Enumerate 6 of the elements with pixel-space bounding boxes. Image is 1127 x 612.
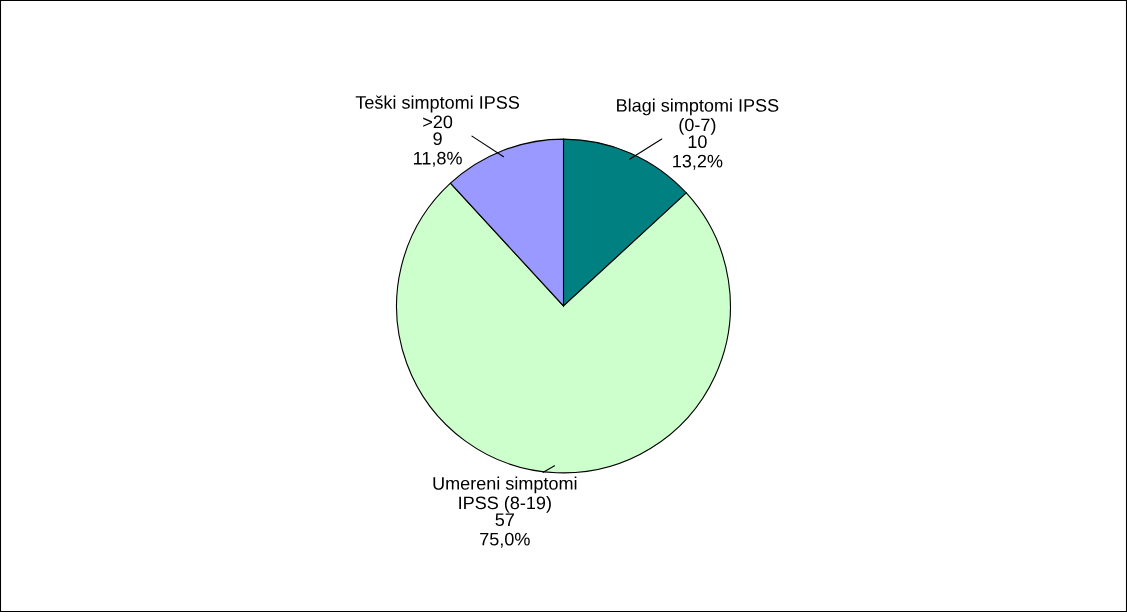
slice-label: Teški simptomi IPSS >20 (355, 95, 520, 129)
slice-label: Blagi simptomi IPSS (0-7) (617, 98, 779, 135)
data-label: 10 13,2% (673, 135, 723, 170)
slice-label: Umereni simptomi IPSS (8-19) (433, 476, 577, 513)
data-label: 57 75,0% (480, 513, 530, 548)
data-label: 9 11,8% (414, 132, 462, 167)
